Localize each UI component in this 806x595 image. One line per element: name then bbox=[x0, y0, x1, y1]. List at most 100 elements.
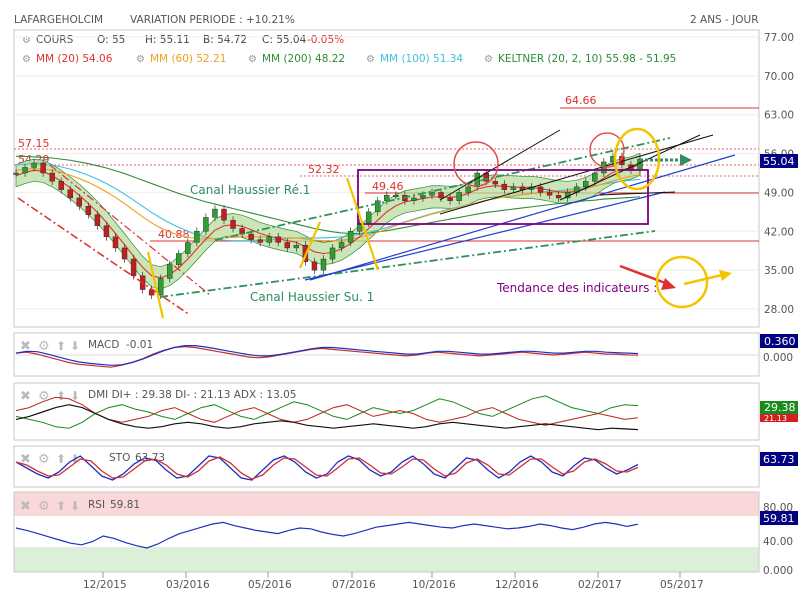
candle-body bbox=[94, 214, 101, 226]
x-tick-label: 12/2016 bbox=[495, 579, 539, 591]
close-icon[interactable]: ✖ bbox=[20, 452, 31, 467]
x-tick-label: 03/2016 bbox=[166, 579, 210, 591]
tendance-circle bbox=[655, 255, 709, 309]
candle-body bbox=[474, 172, 480, 188]
candle-body bbox=[438, 192, 444, 199]
move-up-icon[interactable]: ⬆ bbox=[56, 452, 66, 466]
move-up-icon[interactable]: ⬆ bbox=[56, 389, 66, 403]
downtrend-line bbox=[17, 197, 191, 316]
rsi-value: 59.81 bbox=[110, 499, 140, 511]
rsi-badge-value: 59.81 bbox=[763, 512, 795, 525]
candle-body bbox=[583, 181, 589, 188]
red-circle-2 bbox=[589, 132, 625, 168]
red-circle-1 bbox=[453, 141, 499, 187]
canal-re-label: Canal Haussier Ré.1 bbox=[190, 183, 310, 197]
candle-body bbox=[266, 236, 272, 243]
cours-label: COURS bbox=[36, 34, 74, 46]
symbol-label: LAFARGEHOLCIM bbox=[14, 14, 103, 26]
dmi-minus-badge bbox=[760, 414, 798, 422]
close-icon[interactable]: ✖ bbox=[20, 499, 31, 514]
last-price-badge bbox=[760, 154, 798, 168]
move-down-icon[interactable]: ⬇ bbox=[70, 339, 80, 353]
settings-icon[interactable]: ⚙ bbox=[248, 54, 257, 65]
settings-icon[interactable]: ⚙ bbox=[38, 499, 50, 514]
move-up-icon[interactable]: ⬆ bbox=[56, 499, 66, 513]
settings-icon[interactable]: ⚙ bbox=[22, 35, 31, 46]
trend-annotations: Canal Haussier Ré.1 Canal Haussier Su. 1… bbox=[17, 127, 736, 319]
macd-label: MACD bbox=[88, 339, 119, 351]
level-4088-label: 40.88 bbox=[158, 228, 190, 241]
candle-body bbox=[284, 242, 291, 249]
mm100-label: MM (100) 51.34 bbox=[380, 53, 463, 65]
candle-body bbox=[31, 162, 37, 168]
price-ytick: 77.00 bbox=[764, 32, 794, 44]
move-down-icon[interactable]: ⬇ bbox=[70, 499, 80, 513]
keltner-label: KELTNER (20, 2, 10) 55.98 - 51.95 bbox=[498, 53, 676, 65]
settings-icon[interactable]: ⚙ bbox=[366, 54, 375, 65]
settings-icon[interactable]: ⚙ bbox=[38, 339, 50, 354]
channel-line-black-3 bbox=[559, 134, 701, 201]
canal-su-label: Canal Haussier Su. 1 bbox=[250, 290, 374, 304]
candle-body bbox=[510, 186, 517, 190]
macd-ytick: 0.000 bbox=[763, 352, 793, 364]
candle-body bbox=[76, 197, 83, 207]
dmi-plus-value: 29.38 bbox=[764, 401, 796, 414]
candle-body bbox=[194, 231, 200, 243]
open-value: O: 55 bbox=[97, 34, 125, 46]
x-tick-label: 10/2016 bbox=[412, 579, 456, 591]
settings-icon[interactable]: ⚙ bbox=[484, 54, 493, 65]
rsi-oversold-zone bbox=[14, 547, 759, 572]
adx-line bbox=[15, 404, 639, 431]
projection-arrow-head bbox=[680, 154, 692, 166]
sto-panel: ✖ ⚙ ⬆ ⬇ STO 63.73 63.73 bbox=[13, 445, 798, 488]
candle-body bbox=[103, 225, 110, 238]
candle-body bbox=[356, 222, 363, 232]
downtrend-line-2 bbox=[49, 164, 211, 296]
close-icon[interactable]: ✖ bbox=[20, 339, 31, 354]
candle-body bbox=[40, 162, 46, 174]
change-value: -0.05% bbox=[307, 34, 344, 46]
settings-icon[interactable]: ⚙ bbox=[22, 54, 31, 65]
settings-icon[interactable]: ⚙ bbox=[38, 389, 50, 404]
candle-body bbox=[176, 253, 182, 265]
period-label: 2 ANS - JOUR bbox=[690, 14, 759, 26]
candle-body bbox=[85, 206, 92, 215]
rsi-badge bbox=[760, 511, 798, 525]
move-down-icon[interactable]: ⬇ bbox=[70, 389, 80, 403]
close-value: C: 55.04 bbox=[262, 34, 307, 46]
move-up-icon[interactable]: ⬆ bbox=[56, 339, 66, 353]
macd-series bbox=[14, 345, 759, 368]
settings-icon[interactable]: ⚙ bbox=[38, 452, 50, 467]
mm20-label: MM (20) 54.06 bbox=[36, 53, 113, 65]
candle-body bbox=[329, 247, 336, 260]
price-ytick: 28.00 bbox=[764, 304, 794, 316]
yellow-mark-2 bbox=[298, 221, 322, 269]
settings-icon[interactable]: ⚙ bbox=[136, 54, 145, 65]
sto-badge bbox=[760, 452, 798, 466]
close-icon[interactable]: ✖ bbox=[20, 389, 31, 404]
rsi-panel: ✖ ⚙ ⬆ ⬇ RSI 59.81 80.00 40.00 0.000 59.8… bbox=[13, 491, 798, 577]
candle-body bbox=[13, 172, 19, 175]
dmi-series bbox=[15, 395, 639, 431]
macd-line bbox=[15, 345, 639, 366]
red-arrow-head bbox=[661, 278, 676, 290]
rsi-label: RSI bbox=[88, 499, 105, 511]
price-panel bbox=[13, 29, 760, 328]
candle-body bbox=[257, 239, 263, 243]
rsi-frame bbox=[13, 491, 760, 573]
series-line-200 bbox=[16, 155, 641, 235]
series-line-60 bbox=[15, 168, 641, 242]
candle-body bbox=[429, 192, 435, 196]
candle-body bbox=[537, 186, 544, 193]
uptrend-line-blue bbox=[309, 154, 736, 281]
candle-body bbox=[157, 278, 164, 296]
candle-body bbox=[212, 208, 218, 218]
sto-value: 63.73 bbox=[135, 452, 165, 464]
macd-badge-value: 0.360 bbox=[764, 335, 796, 348]
candle-body bbox=[555, 195, 562, 199]
candle-body bbox=[203, 217, 209, 232]
last-price-value: 55.04 bbox=[763, 155, 795, 168]
candle-body bbox=[338, 242, 345, 249]
rsi-ytick-0: 0.000 bbox=[763, 565, 793, 577]
